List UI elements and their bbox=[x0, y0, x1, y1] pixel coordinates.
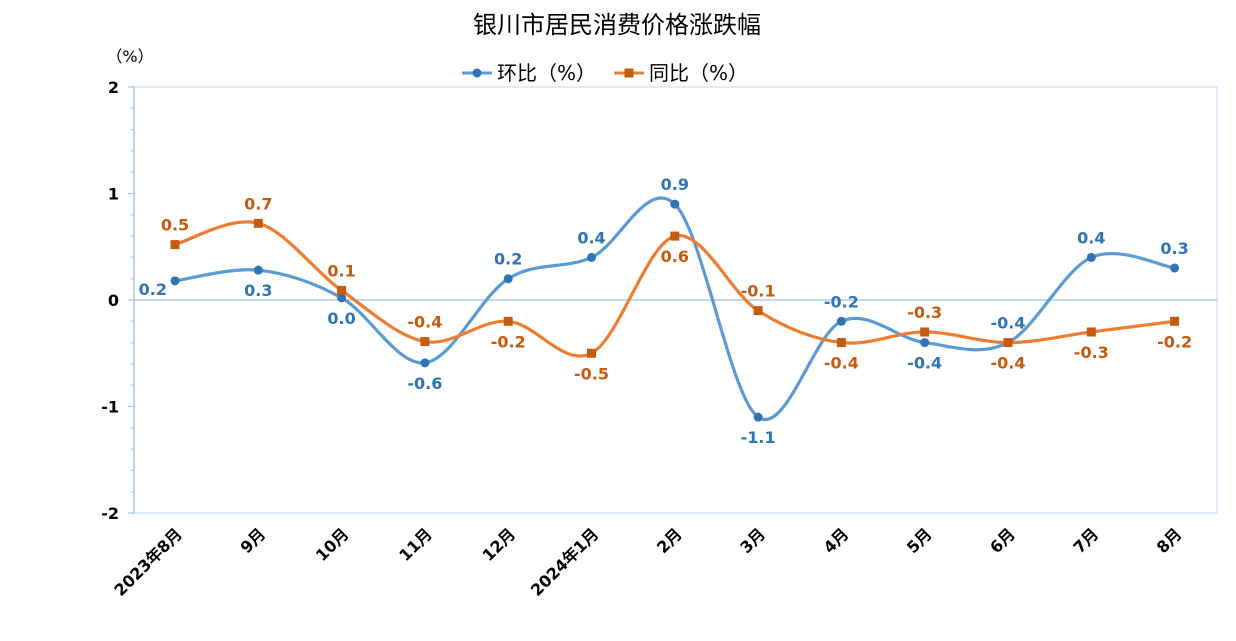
data-label: -0.6 bbox=[407, 374, 442, 393]
legend-item-mom: 环比（%） bbox=[462, 61, 596, 85]
x-tick-label: 7月 bbox=[1070, 524, 1103, 557]
data-label: -0.3 bbox=[907, 303, 942, 322]
data-point bbox=[253, 265, 263, 275]
data-point bbox=[1170, 263, 1180, 273]
data-label: -0.3 bbox=[1074, 343, 1109, 362]
data-label: 0.0 bbox=[327, 309, 355, 328]
data-label: 0.1 bbox=[327, 261, 355, 280]
data-point bbox=[170, 276, 180, 286]
chart-title: 银川市居民消费价格涨跌幅 bbox=[473, 11, 761, 39]
data-point bbox=[170, 240, 180, 250]
data-point bbox=[1086, 252, 1096, 262]
data-label: -0.1 bbox=[741, 282, 776, 301]
data-point bbox=[1170, 316, 1180, 326]
data-label: 0.3 bbox=[244, 281, 272, 300]
y-tick-label: 1 bbox=[108, 185, 119, 204]
y-tick-label: 2 bbox=[108, 78, 119, 97]
x-tick-label: 3月 bbox=[736, 524, 769, 557]
data-point bbox=[670, 231, 680, 241]
data-point bbox=[836, 338, 846, 348]
x-tick-label: 8月 bbox=[1153, 524, 1186, 557]
legend-item-yoy: 同比（%） bbox=[614, 61, 748, 85]
data-point bbox=[503, 274, 513, 284]
x-tick-label: 10月 bbox=[312, 524, 353, 565]
series-line-mom bbox=[174, 196, 1175, 422]
x-tick-label: 4月 bbox=[820, 524, 853, 557]
y-unit-label: （%） bbox=[106, 47, 153, 66]
data-label: 0.6 bbox=[661, 247, 689, 266]
x-tick-label: 5月 bbox=[903, 524, 936, 557]
data-label: 0.2 bbox=[139, 280, 167, 299]
data-label: -0.4 bbox=[407, 313, 442, 332]
data-label: -0.4 bbox=[824, 354, 859, 373]
legend: 环比（%） 同比（%） bbox=[462, 61, 748, 85]
legend-marker-mom bbox=[472, 68, 482, 78]
data-labels: 0.2 0.3 0.0 -0.6 0.2 0.4 0.9 -1.1 -0.2 -0.4 -0.4 0.… bbox=[139, 175, 1192, 447]
data-point bbox=[587, 348, 596, 358]
legend-label-yoy: 同比（%） bbox=[649, 61, 748, 85]
y-tick-label: -1 bbox=[101, 398, 119, 417]
data-point bbox=[337, 285, 347, 295]
legend-label-mom: 环比（%） bbox=[497, 61, 596, 85]
data-point bbox=[253, 218, 263, 228]
data-label: 0.7 bbox=[244, 194, 272, 213]
series-yoy bbox=[170, 218, 1180, 358]
x-tick-label: 12月 bbox=[479, 524, 520, 565]
data-point bbox=[836, 316, 846, 326]
data-label: -0.5 bbox=[574, 364, 609, 383]
x-tick-label: 11月 bbox=[395, 524, 436, 565]
data-point bbox=[753, 306, 763, 316]
data-label: -0.2 bbox=[1157, 332, 1192, 351]
x-tick-label: 2月 bbox=[653, 524, 686, 557]
series-mom bbox=[170, 196, 1180, 422]
data-point bbox=[1086, 327, 1096, 337]
y-tick-label: -2 bbox=[101, 504, 119, 523]
data-point bbox=[420, 337, 430, 347]
x-tick-label: 6月 bbox=[986, 524, 1019, 557]
y-tick-label: 0 bbox=[108, 291, 119, 310]
data-label: -0.4 bbox=[991, 314, 1026, 333]
data-point bbox=[920, 327, 930, 337]
data-label: 0.5 bbox=[161, 216, 189, 235]
data-label: 0.2 bbox=[494, 250, 522, 269]
data-point bbox=[753, 412, 763, 422]
data-label: -0.4 bbox=[991, 354, 1026, 373]
data-label: 0.9 bbox=[661, 175, 689, 194]
x-tick-label: 2023年8月 bbox=[110, 524, 185, 599]
data-point bbox=[337, 293, 347, 303]
data-label: -0.4 bbox=[907, 354, 942, 373]
data-label: 0.4 bbox=[1077, 228, 1105, 247]
data-point bbox=[670, 199, 680, 209]
data-point bbox=[920, 338, 930, 348]
data-label: 0.4 bbox=[577, 228, 605, 247]
data-label: 0.3 bbox=[1160, 239, 1188, 258]
data-point bbox=[420, 358, 430, 368]
data-label: -0.2 bbox=[824, 292, 859, 311]
series-layer bbox=[170, 196, 1180, 422]
data-label: -0.2 bbox=[491, 332, 526, 351]
data-point bbox=[587, 252, 596, 262]
data-point bbox=[503, 316, 513, 326]
data-label: -1.1 bbox=[741, 428, 776, 447]
data-point bbox=[1003, 338, 1013, 348]
x-tick-label: 2024年1月 bbox=[527, 524, 602, 599]
legend-marker-yoy bbox=[624, 68, 634, 78]
x-tick-label: 9月 bbox=[237, 524, 270, 557]
